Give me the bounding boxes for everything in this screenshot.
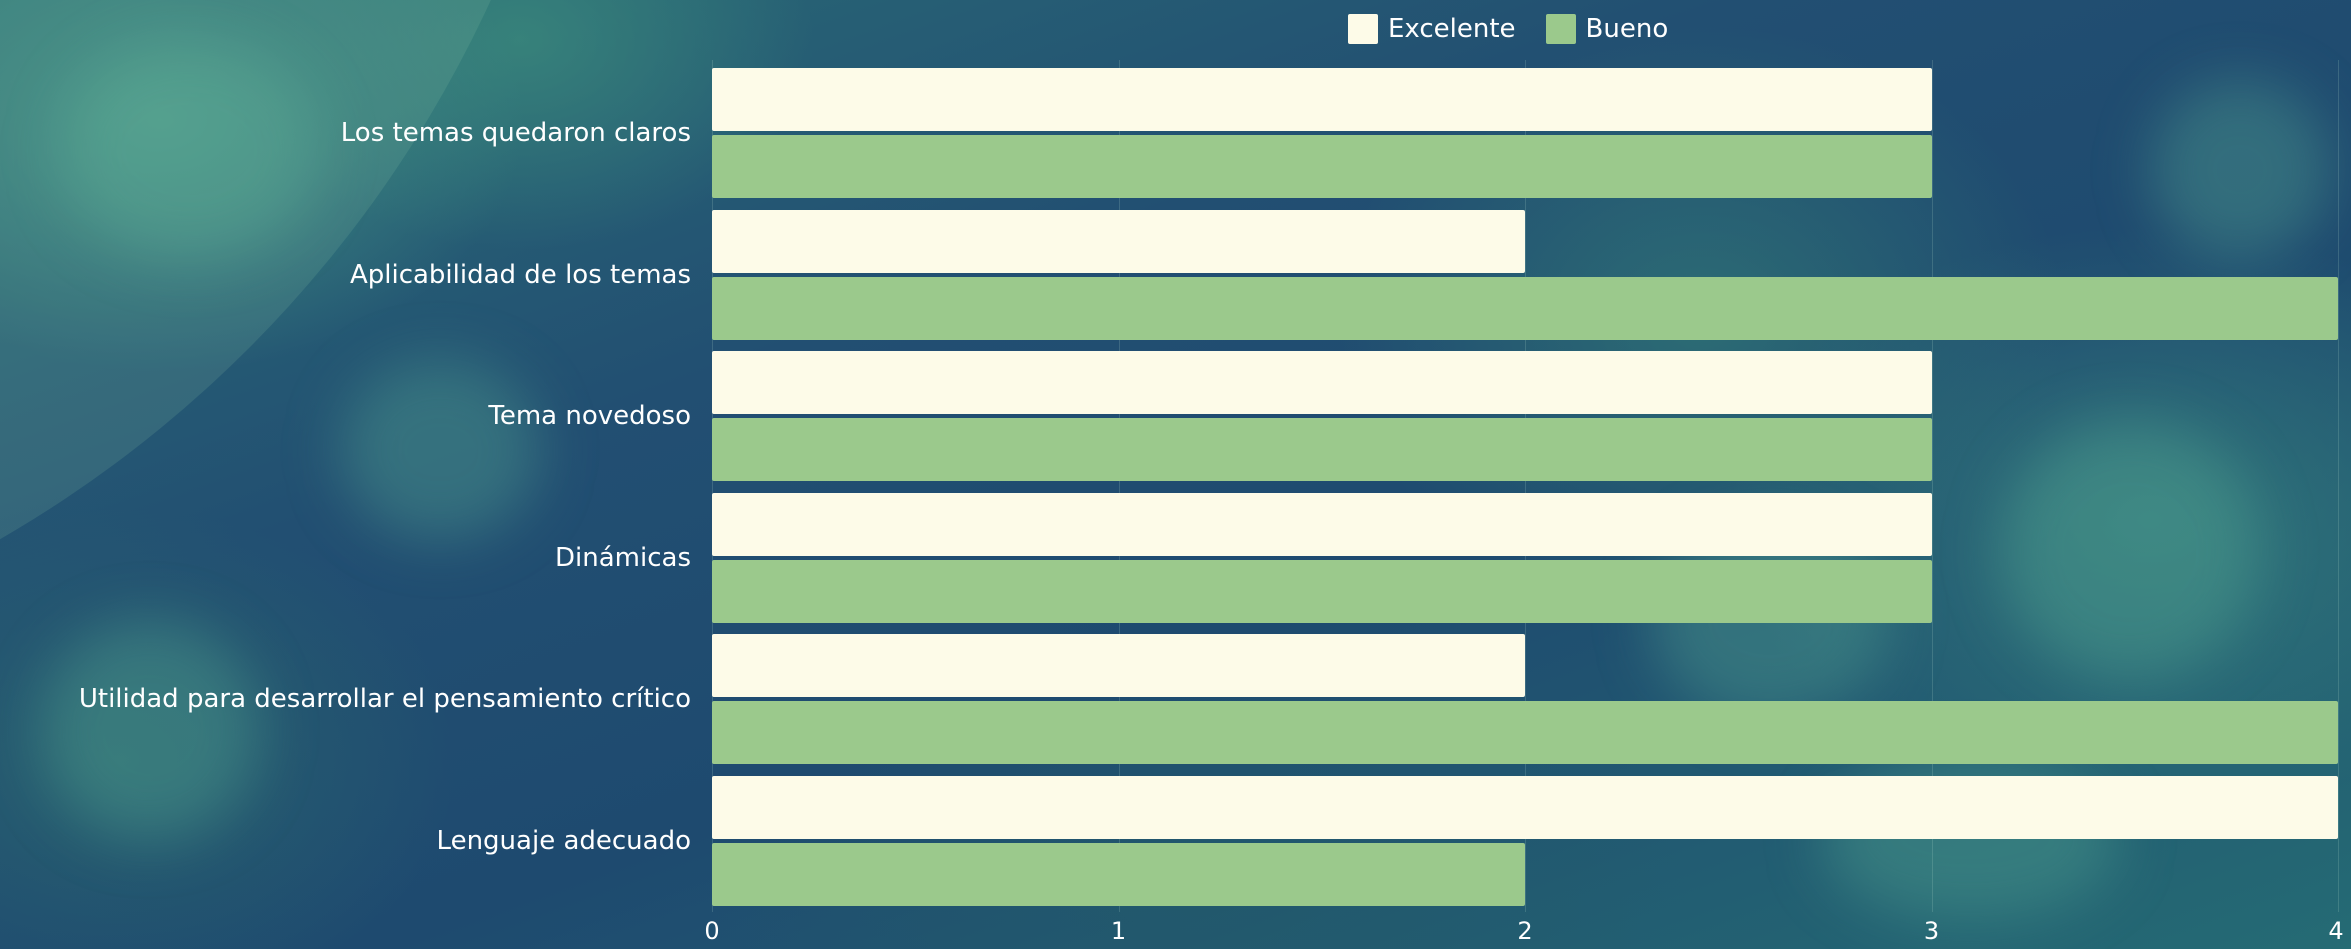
category-label: Aplicabilidad de los temas [349,259,691,290]
legend-label-excelente: Excelente [1388,14,1516,44]
x-tick-label: 1 [1110,917,1127,945]
bar-bueno [712,701,2338,764]
bar-excelente [712,351,1932,414]
category-label: Los temas quedaron claros [340,118,691,148]
category-label: Lenguaje adecuado [436,825,691,856]
grid-line [1931,60,1933,912]
grid-line [1525,60,1526,912]
bar-bueno [712,559,1932,623]
bar-bueno [712,418,1932,481]
x-tick-label: 2 [1517,917,1533,945]
legend-swatch-excelente [1348,14,1378,44]
legend-item-excelente: Excelente [1348,14,1516,44]
bar-bueno [712,135,1932,198]
bar-excelente [712,68,1932,131]
x-tick-label: 3 [1923,917,1940,945]
bar-bueno [712,842,1525,906]
bar-bueno [712,276,2338,340]
grid-line [2338,60,2339,912]
legend-item-bueno: Bueno [1545,14,1669,44]
bar-excelente [712,775,2338,839]
grid-line [1118,60,1120,912]
category-label: Utilidad para desarrollar el pensamiento… [78,684,691,714]
bar-excelente [712,209,1525,273]
bar-excelente [712,634,1525,697]
bar-excelente [712,492,1932,556]
category-label: Tema novedoso [488,401,691,431]
x-tick-label: 0 [704,917,720,945]
category-label: Dinámicas [555,542,691,573]
grid-line [712,60,713,912]
legend: Excelente Bueno [1348,14,1686,44]
x-tick-label: 4 [2328,917,2344,945]
legend-swatch-bueno [1545,14,1576,44]
legend-label-bueno: Bueno [1585,14,1669,44]
